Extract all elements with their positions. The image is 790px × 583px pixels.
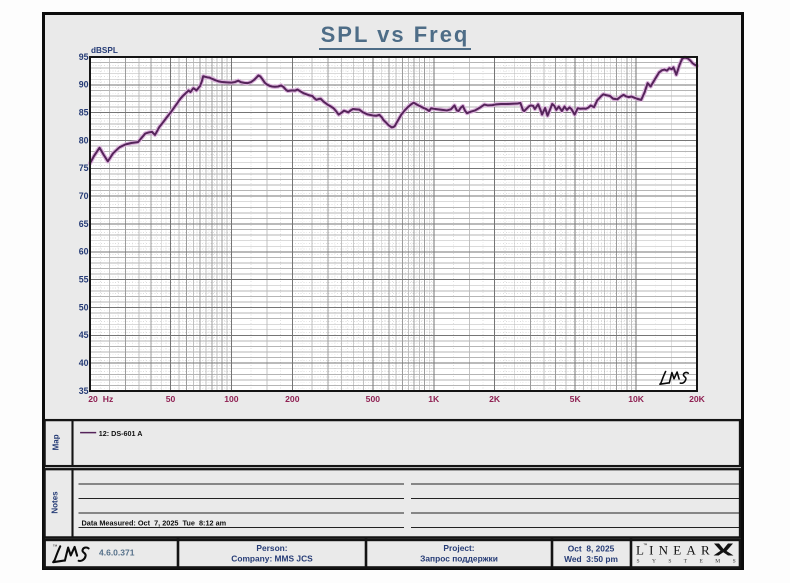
svg-text:45: 45 (79, 330, 89, 340)
svg-text:SYSTEMS: SYSTEMS (637, 559, 749, 565)
svg-text:65: 65 (79, 219, 89, 229)
svg-text:Запрос поддержки: Запрос поддержки (420, 554, 498, 564)
svg-text:80: 80 (79, 135, 89, 145)
svg-text:Wed 3:50 pm: Wed 3:50 pm (564, 554, 618, 564)
svg-text:Hz: Hz (103, 394, 114, 404)
svg-text:35: 35 (79, 386, 89, 396)
svg-text:2K: 2K (489, 394, 501, 404)
svg-text:500: 500 (366, 394, 381, 404)
svg-text:1K: 1K (428, 394, 440, 404)
svg-text:™: ™ (53, 544, 58, 550)
svg-text:100: 100 (224, 394, 239, 404)
svg-text:95: 95 (79, 52, 89, 62)
svg-text:12: DS-601 A: 12: DS-601 A (99, 429, 143, 438)
svg-text:Map: Map (52, 434, 61, 450)
svg-text:40: 40 (79, 358, 89, 368)
svg-text:Project:: Project: (443, 543, 474, 553)
svg-text:4.6.0.371: 4.6.0.371 (99, 548, 135, 558)
svg-text:LINEAR: LINEAR (636, 543, 715, 558)
svg-text:85: 85 (79, 108, 89, 118)
svg-text:60: 60 (79, 247, 89, 257)
svg-text:55: 55 (79, 275, 89, 285)
svg-text:20K: 20K (689, 394, 706, 404)
svg-text:Person:: Person: (256, 543, 287, 553)
svg-text:Notes: Notes (51, 491, 60, 514)
svg-text:75: 75 (79, 163, 89, 173)
svg-text:Data Measured: Oct 7, 2025 T: Data Measured: Oct 7, 2025 Tue 8:12 am (82, 519, 227, 528)
svg-text:90: 90 (79, 80, 89, 90)
svg-text:70: 70 (79, 191, 89, 201)
svg-text:Oct 8, 2025: Oct 8, 2025 (568, 544, 615, 554)
svg-text:50: 50 (79, 302, 89, 312)
svg-text:10K: 10K (628, 394, 645, 404)
svg-text:™: ™ (643, 543, 648, 548)
svg-text:5K: 5K (570, 394, 582, 404)
svg-text:Company: MMS JCS: Company: MMS JCS (231, 554, 313, 564)
svg-text:dBSPL: dBSPL (91, 46, 118, 55)
svg-text:50: 50 (166, 394, 176, 404)
svg-text:20: 20 (88, 394, 98, 404)
svg-text:200: 200 (285, 394, 300, 404)
